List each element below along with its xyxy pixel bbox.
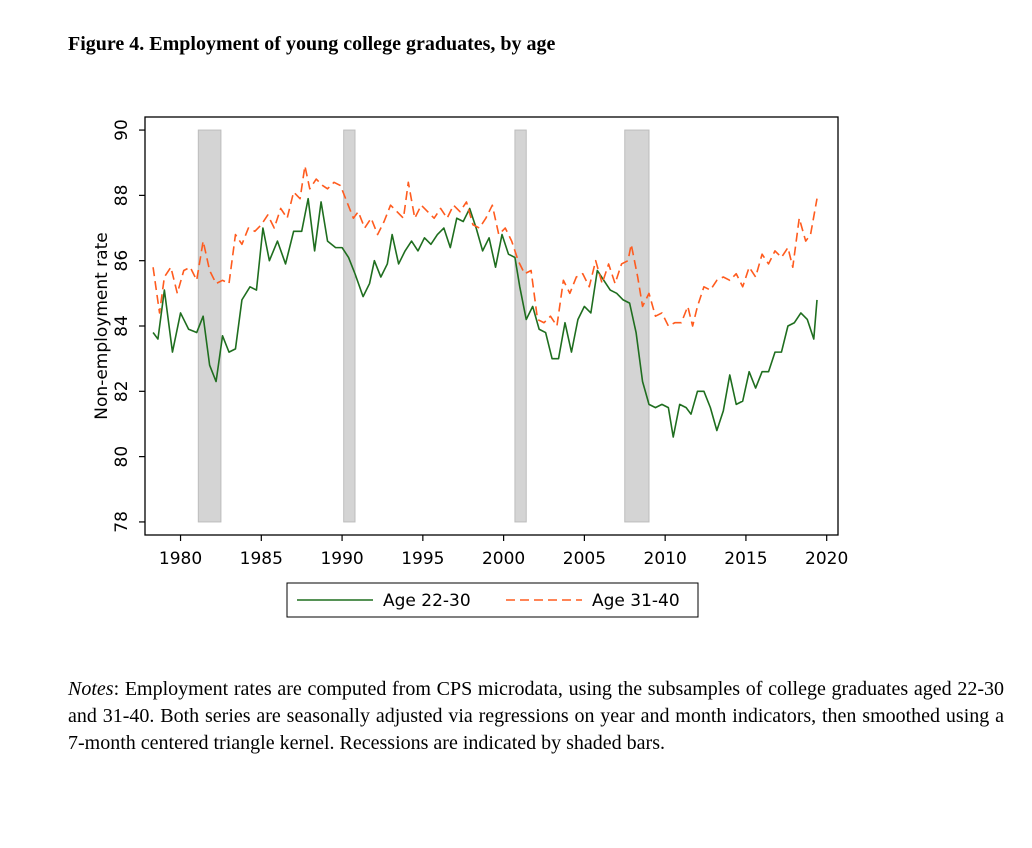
x-tick-label: 1990 — [320, 549, 363, 569]
recession-bar — [514, 129, 527, 523]
x-tick-label: 2010 — [644, 549, 687, 569]
y-tick-label: 86 — [112, 250, 132, 272]
x-tick-label: 2020 — [805, 549, 848, 569]
x-tick-label: 2005 — [563, 549, 606, 569]
recession-bar — [624, 129, 650, 523]
y-axis-label: Non-employment rate — [92, 232, 112, 419]
y-tick-label: 80 — [112, 446, 132, 468]
series-line — [152, 197, 818, 438]
x-tick-label: 1985 — [240, 549, 283, 569]
figure-title: Figure 4. Employment of young college gr… — [68, 33, 556, 55]
y-tick-label: 78 — [112, 511, 132, 533]
series-line — [152, 165, 818, 327]
legend-label: Age 22-30 — [383, 591, 471, 611]
recession-bar — [197, 129, 222, 523]
legend-label: Age 31-40 — [592, 591, 680, 611]
x-tick-label: 2015 — [724, 549, 767, 569]
plot-frame — [144, 116, 839, 536]
recession-bar — [343, 129, 356, 523]
notes-text: : Employment rates are computed from CPS… — [68, 678, 1004, 754]
notes: Notes: Employment rates are computed fro… — [68, 676, 1004, 757]
y-tick-label: 82 — [112, 380, 132, 402]
x-tick-label: 1980 — [159, 549, 202, 569]
y-tick-label: 84 — [112, 315, 132, 337]
y-tick-label: 88 — [112, 185, 132, 207]
chart: 78 80 82 84 86 88 90 1980 1985 1990 1995 2000 2005 20… — [92, 116, 848, 618]
notes-label: Notes — [68, 678, 114, 700]
legend-box — [286, 582, 699, 618]
y-tick-label: 90 — [112, 119, 132, 141]
x-tick-label: 1995 — [401, 549, 444, 569]
x-tick-label: 2000 — [482, 549, 525, 569]
